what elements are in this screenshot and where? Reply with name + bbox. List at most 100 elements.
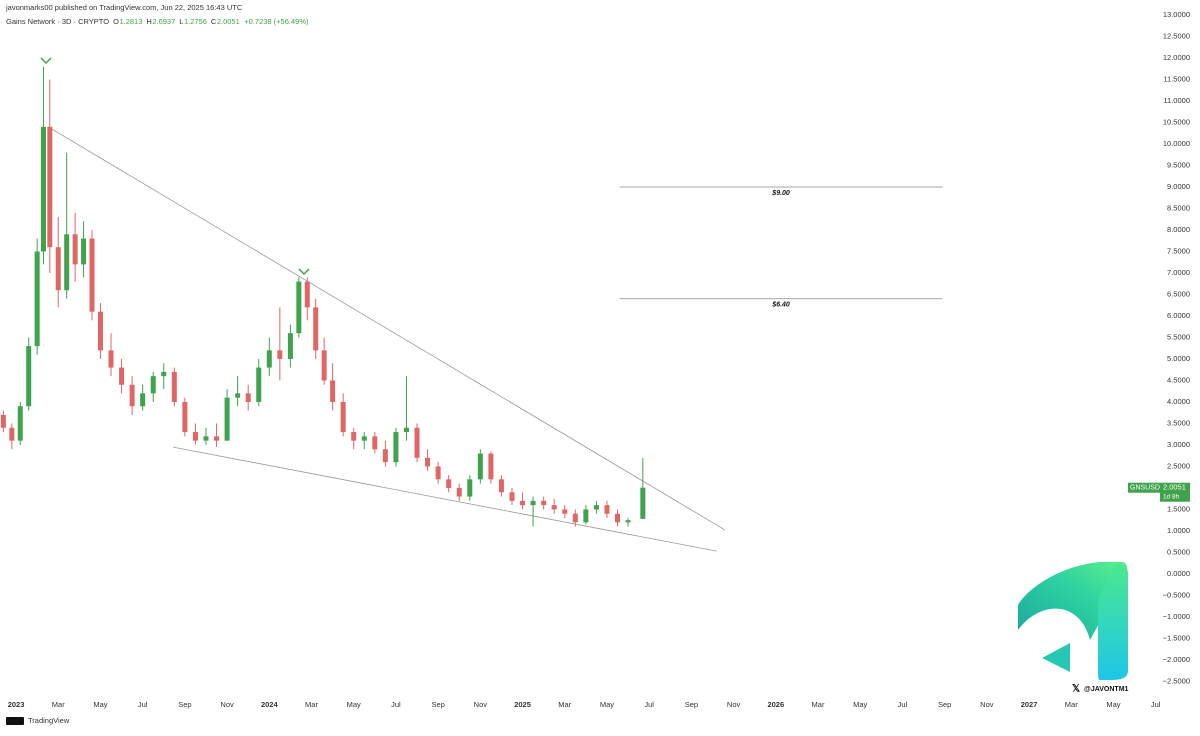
legend-value: 1.2813 [119,17,142,26]
candle-body [572,513,578,523]
y-tick-label: 6.0000 [1167,311,1190,320]
x-tick-label: Mar [558,700,571,709]
y-tick-label: 0.5000 [1167,547,1190,556]
candle-body [562,509,568,514]
legend-key: H [146,17,151,26]
candle-body [17,406,23,441]
candle-body [477,453,483,480]
x-tick-label: Nov [727,700,741,709]
y-tick-label: 3.0000 [1167,440,1190,449]
candle-body [81,238,87,265]
candle-body [150,376,156,394]
peak-marker [298,268,310,276]
x-tick-label: Mar [52,700,65,709]
y-tick-label: 12.0000 [1163,53,1190,62]
candle-body [382,449,388,463]
y-tick-label: 10.0000 [1163,139,1190,148]
legend-value: 2.0051 [217,17,240,26]
price-tag-value: 2.0051 [1163,483,1186,492]
candle-body [640,487,646,519]
candle-body [89,238,95,312]
candle-body [40,126,46,252]
brand-logo [6,717,24,725]
candle-body [108,350,114,368]
x-tick-label: Nov [220,700,234,709]
x-tick-label: Sep [938,700,951,709]
peak-marker [40,57,52,65]
legend-key: O [113,17,119,26]
y-tick-label: 12.5000 [1163,32,1190,41]
x-logo: 𝕏 [1072,684,1080,695]
x-tick-label: 2023 [8,700,25,709]
y-tick-label: 5.0000 [1167,354,1190,363]
candle-body [604,505,610,514]
candle-body [224,397,230,441]
candle-body [435,466,441,480]
logo [1018,562,1128,680]
y-tick-label: −1.0000 [1163,612,1190,621]
candle-body [235,393,241,398]
candle-body [551,505,557,510]
candle-body [509,492,515,501]
x-tick-label: May [347,700,361,709]
candle-body [583,509,589,523]
candle-body [372,436,378,450]
price-tag-symbol-bg [1128,482,1160,493]
x-tick-label: May [600,700,614,709]
candle-body [256,367,262,402]
candle-body [182,401,188,433]
y-tick-label: 0.0000 [1167,569,1190,578]
candle-body [615,513,621,523]
trendline [47,126,726,531]
price-level-label: $9.00 [771,190,790,197]
candle-body [414,427,420,458]
y-tick-label: 1.5000 [1167,504,1190,513]
price-level-label: $6.40 [771,302,790,309]
candle-body [296,281,302,334]
x-tick-label: Jul [391,700,401,709]
y-tick-label: 4.0000 [1167,397,1190,406]
candle-body [47,126,53,248]
candle-body [129,384,135,407]
y-tick-label: 9.0000 [1167,182,1190,191]
x-tick-label: May [1106,700,1120,709]
legend-key: L [179,17,183,26]
x-tick-label: Mar [305,700,318,709]
symbol-title: Gains Network · 3D · CRYPTO [6,17,109,26]
y-tick-label: 8.5000 [1167,203,1190,212]
candle-body [0,414,6,428]
logo-shape [1042,643,1070,672]
candle-body [203,436,209,441]
candle-body [530,500,536,506]
y-tick-label: −2.5000 [1163,676,1190,685]
y-tick-label: 11.0000 [1163,96,1190,105]
candle-body [161,371,167,377]
candle-body [330,380,336,402]
candle-body [393,432,399,463]
y-tick-label: 4.5000 [1167,375,1190,384]
candle-body [245,393,251,402]
publisher: javonmarks00 published on TradingView.co… [5,3,243,12]
y-tick-label: 5.5000 [1167,332,1190,341]
y-tick-label: −0.5000 [1163,590,1190,599]
candle-body [467,479,473,497]
candle-body [520,500,526,506]
candle-body [425,457,431,467]
candle-body [351,432,357,441]
candle-body [64,234,70,291]
candle-body [361,436,367,441]
y-tick-label: −2.0000 [1163,655,1190,664]
candle-body [593,505,599,510]
candle-body [140,393,146,407]
x-tick-label: Nov [474,700,488,709]
candle-body [456,487,462,497]
candle-body [340,401,346,433]
candle-body [625,520,631,523]
candle-body [26,346,32,407]
candle-body [72,234,78,265]
x-tick-label: 2025 [514,700,531,709]
candle-body [34,251,40,347]
x-tick-label: Jul [1151,700,1161,709]
